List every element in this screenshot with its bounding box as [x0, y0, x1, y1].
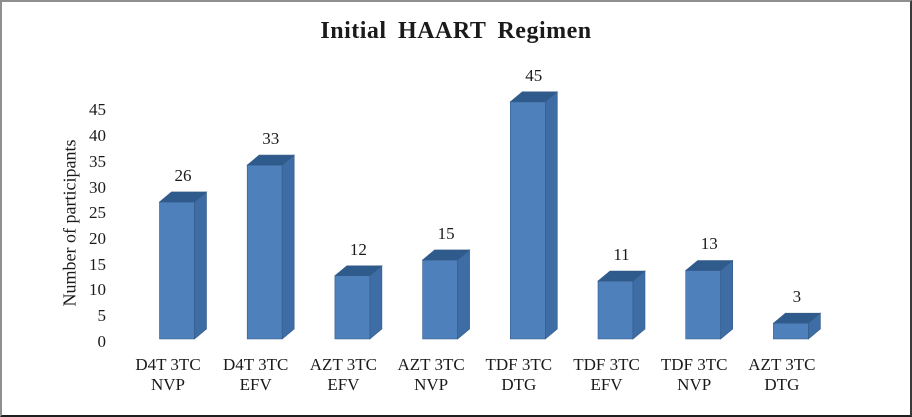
bar-face-side — [808, 312, 821, 340]
bar-face-front — [773, 322, 809, 340]
data-label-azt-3tc-efv: 12 — [349, 239, 367, 259]
x-category-line2: DTG — [764, 375, 800, 394]
x-category-line2: EFV — [590, 375, 623, 394]
bar-face-front — [509, 101, 546, 340]
chart-title: Initial HAART Regimen — [320, 18, 592, 44]
x-category-line2: EFV — [327, 375, 360, 394]
data-label-azt-3tc-dtg: 3 — [792, 287, 802, 307]
y-tick-label-20: 20 — [89, 229, 106, 249]
x-category-label-azt-3tc-dtg: AZT 3TC DTG — [727, 355, 837, 395]
x-category-line1: TDF 3TC — [573, 355, 640, 374]
x-category-label-azt-3tc-efv: AZT 3TC EFV — [288, 355, 398, 395]
bar-tdf-3tc-nvp — [684, 259, 734, 340]
bar-face-side — [632, 270, 646, 340]
y-tick-label-0: 0 — [97, 331, 107, 351]
data-label-d4t-3tc-efv: 33 — [262, 129, 280, 149]
x-category-line2: EFV — [239, 375, 272, 394]
bar-face-side — [457, 249, 470, 340]
data-label-tdf-3tc-efv: 11 — [613, 245, 630, 265]
x-category-line2: NVP — [150, 375, 185, 394]
x-category-line2: DTG — [501, 375, 537, 394]
y-tick-label-10: 10 — [89, 280, 106, 300]
x-category-line1: AZT 3TC — [397, 355, 465, 374]
bar-face-side — [194, 191, 207, 340]
x-category-label-tdf-3tc-dtg: TDF 3TC DTG — [464, 355, 574, 395]
y-tick-label-40: 40 — [89, 126, 106, 146]
bar-azt-3tc-efv — [334, 265, 383, 340]
bar-face-front — [159, 201, 195, 340]
bar-face-front — [597, 280, 634, 340]
y-tick-label-5: 5 — [97, 306, 107, 326]
x-category-label-d4t-3tc-nvp: D4T 3TC NVP — [113, 355, 223, 395]
bar-face-front — [685, 270, 722, 340]
y-tick-label-35: 35 — [89, 151, 106, 171]
y-tick-label-30: 30 — [89, 177, 106, 197]
y-tick-label-15: 15 — [89, 254, 106, 274]
bar-face-front — [334, 275, 371, 340]
bar-face-side — [281, 154, 295, 340]
x-category-line1: D4T 3TC — [135, 355, 201, 374]
bar-face-front — [422, 259, 458, 340]
data-label-tdf-3tc-nvp: 13 — [700, 234, 718, 254]
bar-face-side — [369, 265, 383, 340]
x-category-line2: NVP — [677, 375, 712, 394]
x-category-line1: TDF 3TC — [485, 355, 553, 374]
bar-azt-3tc-dtg — [772, 312, 822, 340]
y-tick-label-25: 25 — [89, 203, 106, 223]
x-category-line1: AZT 3TC — [309, 355, 377, 374]
bar-d4t-3tc-efv — [246, 154, 296, 340]
x-category-label-tdf-3tc-efv: TDF 3TC EFV — [552, 355, 662, 395]
data-label-azt-3tc-nvp: 15 — [437, 223, 455, 243]
x-category-label-d4t-3tc-efv: D4T 3TC EFV — [201, 355, 311, 395]
bar-face-front — [246, 164, 283, 340]
y-tick-label-45: 45 — [89, 100, 106, 120]
bar-tdf-3tc-dtg — [509, 91, 559, 340]
bar-d4t-3tc-nvp — [158, 191, 208, 340]
x-category-label-tdf-3tc-nvp: TDF 3TC NVP — [639, 355, 749, 395]
bar-azt-3tc-nvp — [421, 249, 471, 340]
bar-face-side — [720, 259, 734, 340]
x-category-line1: AZT 3TC — [748, 355, 816, 374]
x-category-line1: D4T 3TC — [223, 355, 289, 374]
data-label-tdf-3tc-dtg: 45 — [525, 65, 543, 85]
x-category-line2: NVP — [414, 375, 449, 394]
bar-tdf-3tc-efv — [597, 270, 646, 340]
bar-face-side — [544, 91, 558, 340]
data-label-d4t-3tc-nvp: 26 — [174, 165, 192, 185]
x-category-line1: TDF 3TC — [660, 355, 728, 374]
x-category-label-azt-3tc-nvp: AZT 3TC NVP — [376, 355, 486, 395]
